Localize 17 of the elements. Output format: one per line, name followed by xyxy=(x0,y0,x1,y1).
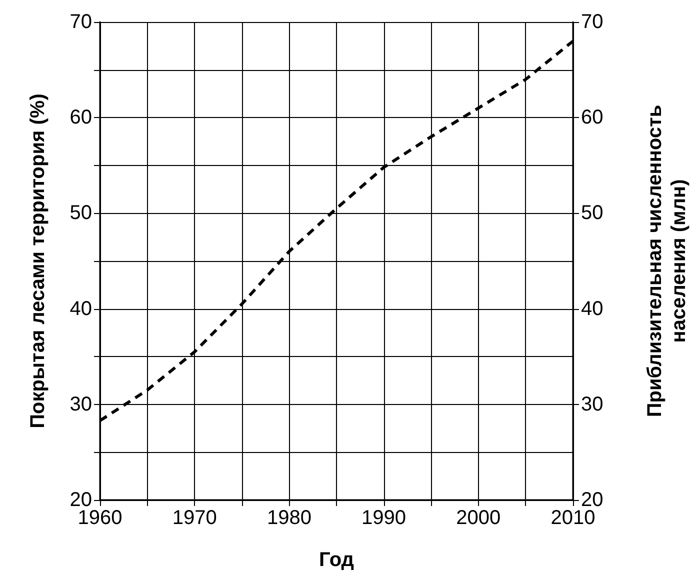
y-tick-label: 40 xyxy=(70,298,92,320)
x-tick-label: 1970 xyxy=(172,507,217,529)
x-tick-label: 1990 xyxy=(362,507,406,529)
y-tick-label: 70 xyxy=(70,11,92,33)
y2-tick-label: 30 xyxy=(581,393,604,416)
y2-tick-label: 70 xyxy=(581,11,604,33)
y2-tick-label: 40 xyxy=(581,298,604,320)
x-axis-title: Год xyxy=(319,549,354,571)
y2-tick-label: 50 xyxy=(581,202,604,224)
y2-tick-label: 60 xyxy=(581,106,604,129)
x-tick-label: 2000 xyxy=(456,507,501,529)
y2-axis-title: Приблизительная численность населения (млн) xyxy=(644,104,690,418)
y-tick-label: 50 xyxy=(70,202,92,224)
y-tick-label: 60 xyxy=(70,106,92,129)
y-tick-label: 30 xyxy=(70,393,92,416)
x-tick-label: 1980 xyxy=(266,507,312,529)
y-axis-title: Покрытая лесами территория (%) xyxy=(27,94,49,428)
